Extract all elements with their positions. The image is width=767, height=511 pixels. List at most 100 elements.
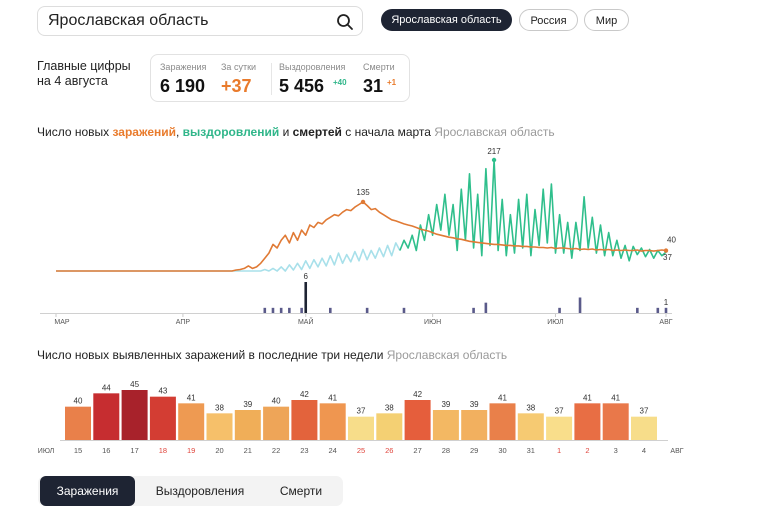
bar-category-label: 24 xyxy=(329,446,337,455)
deaths-bar xyxy=(271,307,275,313)
chart2-title: Число новых выявленных заражений в после… xyxy=(37,348,508,362)
bar-value-label: 40 xyxy=(74,397,83,406)
bar xyxy=(602,403,629,440)
tab-infections[interactable]: Заражения xyxy=(40,476,135,506)
bar-category-label: 16 xyxy=(102,446,110,455)
month-label: МАЙ xyxy=(298,317,314,326)
bar xyxy=(631,416,657,440)
bar-category-label: 18 xyxy=(159,446,167,455)
bar xyxy=(263,406,290,440)
bar-value-label: 40 xyxy=(272,397,281,406)
bar-value-label: 37 xyxy=(640,407,649,416)
bar-value-label: 39 xyxy=(243,400,252,409)
deaths-peak-label: 6 xyxy=(304,272,309,281)
bar xyxy=(206,413,233,440)
bar-category-label: 4 xyxy=(642,446,646,455)
bar xyxy=(149,396,176,440)
bar-category-label: 26 xyxy=(385,446,393,455)
bar-value-label: 39 xyxy=(470,400,479,409)
month-label: АВГ xyxy=(659,319,672,326)
chart1-title: Число новых заражений, выздоровлений и с… xyxy=(37,125,555,139)
stat-value-daily: +37 xyxy=(221,76,252,96)
bar-value-label: 41 xyxy=(498,393,507,402)
bar-category-label: 17 xyxy=(130,446,138,455)
recoveries-peak-label: 217 xyxy=(487,147,501,156)
bar-value-label: 44 xyxy=(102,383,111,392)
bar-category-label: 15 xyxy=(74,446,82,455)
deaths-bar xyxy=(558,307,561,313)
deaths-bar xyxy=(365,307,369,313)
bar-category-label: 23 xyxy=(300,446,308,455)
deaths-bar xyxy=(484,302,488,313)
bar-category-label: 1 xyxy=(557,446,561,455)
region-button-yaroslavl[interactable]: Ярославская область xyxy=(381,9,512,31)
search-icon[interactable] xyxy=(336,13,354,31)
bar-category-label: 29 xyxy=(470,446,478,455)
tab-recoveries[interactable]: Выздоровления xyxy=(155,484,245,498)
bar-category-label: 22 xyxy=(272,446,280,455)
stat-value-recoveries: 5 456 xyxy=(279,76,325,96)
deaths-bar xyxy=(578,297,582,313)
tab-deaths[interactable]: Смерти xyxy=(279,484,323,498)
deaths-last-label: 1 xyxy=(664,298,669,307)
recoveries-line-early xyxy=(56,242,401,272)
bar xyxy=(234,410,261,440)
search-bar[interactable]: Ярославская область xyxy=(37,6,363,36)
infections-line xyxy=(56,201,667,272)
bar xyxy=(461,410,488,440)
stat-label-infections: Заражения xyxy=(160,62,207,72)
recoveries-line xyxy=(399,159,667,262)
bar xyxy=(376,413,403,440)
deaths-bar xyxy=(656,307,660,313)
bar-value-label: 45 xyxy=(130,380,139,389)
infections-peak-dot xyxy=(360,199,366,205)
bar-value-label: 37 xyxy=(357,407,366,416)
recoveries-peak-dot xyxy=(491,157,497,163)
stat-value-infections: 6 190 xyxy=(160,76,206,96)
bar-value-label: 41 xyxy=(583,393,592,402)
month-label: АПР xyxy=(176,319,191,326)
stat-label-daily: За сутки xyxy=(221,62,257,72)
infections-last-label: 40 xyxy=(667,236,676,245)
deaths-bar xyxy=(472,307,475,313)
stats-card: Заражения 6 190 За сутки +37 Выздоровлен… xyxy=(150,54,410,102)
region-button-world[interactable]: Мир xyxy=(584,9,629,31)
bar-category-label: 28 xyxy=(442,446,450,455)
recoveries-last-label: 37 xyxy=(663,253,672,262)
bar-category-label: 19 xyxy=(187,446,195,455)
bar xyxy=(546,416,573,440)
search-input[interactable]: Ярославская область xyxy=(48,12,209,29)
deaths-bar xyxy=(636,307,639,313)
deaths-bar xyxy=(288,307,291,313)
month-label: МАР xyxy=(54,319,70,326)
deaths-bar xyxy=(300,307,303,313)
bar-category-label: 30 xyxy=(498,446,506,455)
main-figures-title: Главные цифры на 4 августа xyxy=(37,59,131,88)
bar xyxy=(291,400,318,440)
bar-month-label: ИЮЛ xyxy=(38,448,55,455)
bar-category-label: 21 xyxy=(244,446,252,455)
bar-category-label: 20 xyxy=(215,446,223,455)
bar-value-label: 38 xyxy=(385,403,394,412)
bar xyxy=(65,406,91,440)
bar-category-label: 25 xyxy=(357,446,365,455)
bar xyxy=(178,403,205,440)
bar-value-label: 37 xyxy=(555,407,564,416)
bar xyxy=(404,400,431,440)
bar xyxy=(574,403,601,440)
bar xyxy=(432,410,459,440)
bar xyxy=(93,393,120,440)
infections-last-dot xyxy=(663,248,669,253)
bar-value-label: 43 xyxy=(158,387,167,396)
deaths-bar xyxy=(279,307,283,313)
bar-category-label: 3 xyxy=(614,446,618,455)
stat-label-recoveries: Выздоровления xyxy=(279,62,346,72)
stat-delta-recoveries: +40 xyxy=(333,78,347,87)
metric-tabs: Заражения Выздоровления Смерти xyxy=(38,476,343,506)
stat-value-deaths: 31 xyxy=(363,76,384,96)
bar xyxy=(319,403,346,440)
region-button-russia[interactable]: Россия xyxy=(519,9,578,31)
bar-value-label: 42 xyxy=(413,390,422,399)
bar-value-label: 38 xyxy=(215,403,224,412)
bar-category-label: 31 xyxy=(527,446,535,455)
